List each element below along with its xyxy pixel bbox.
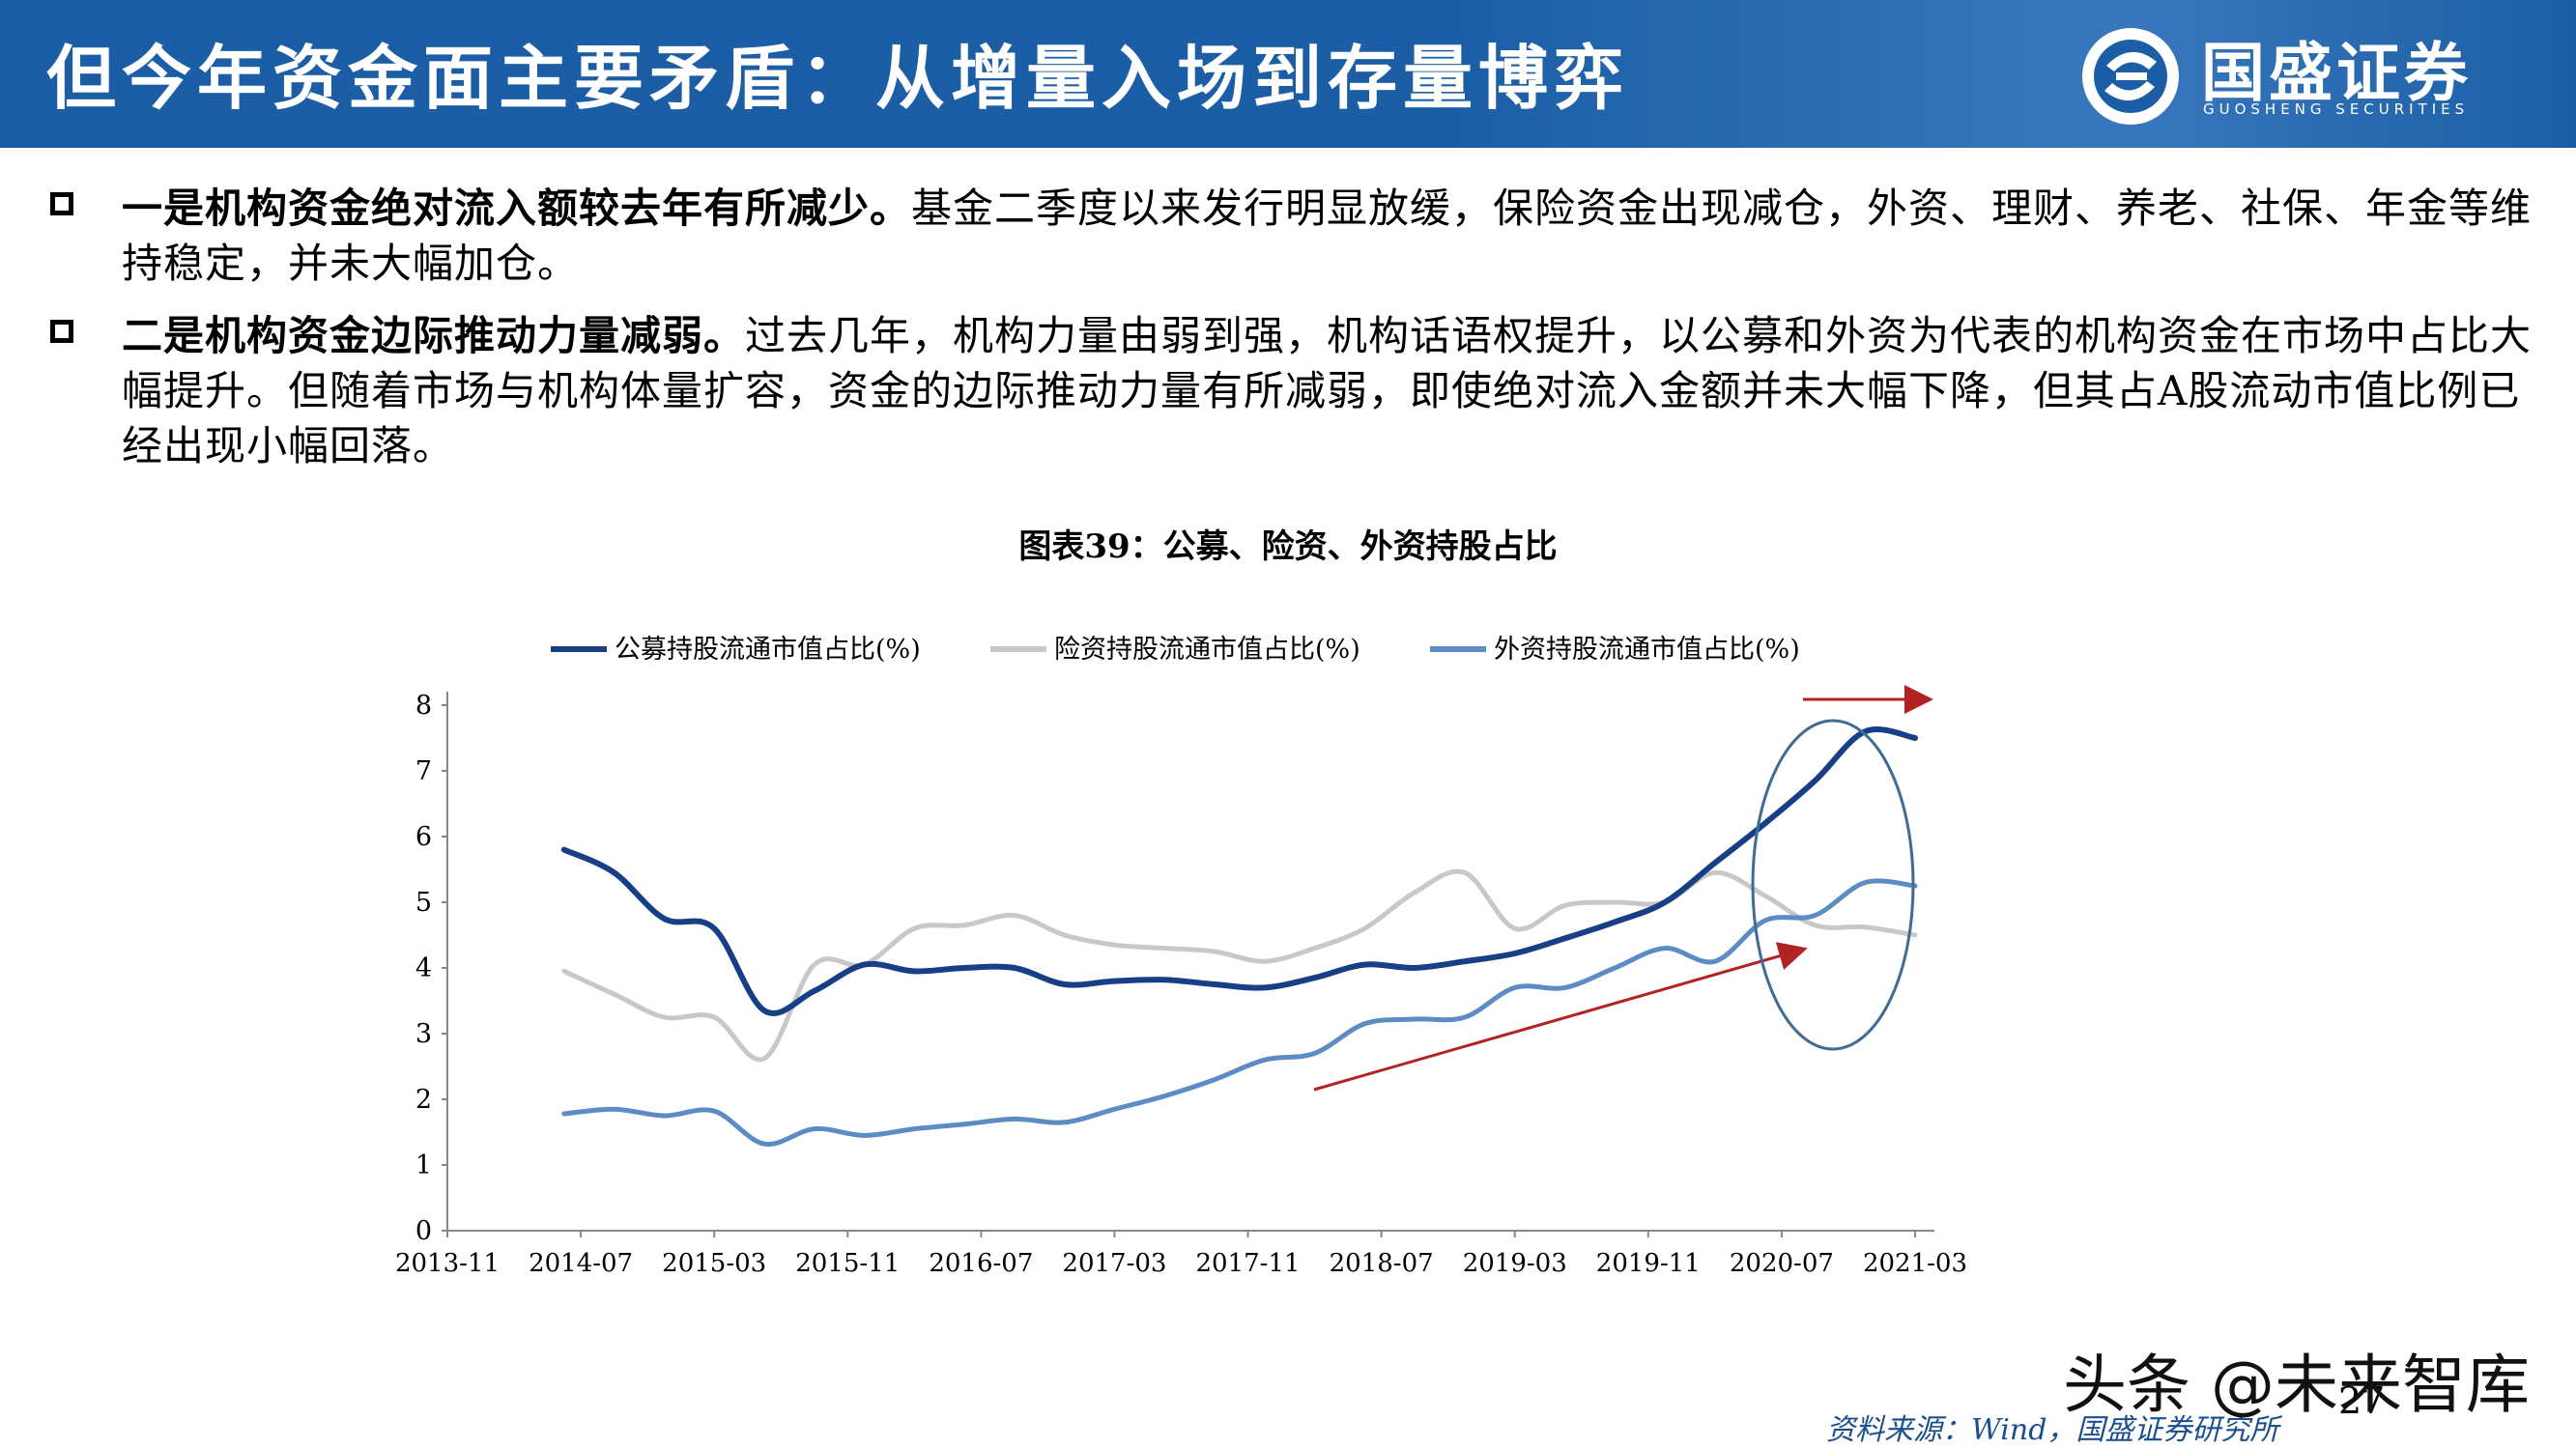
y-tick-label: 3: [415, 1019, 432, 1049]
x-tick-label: 2015-11: [795, 1249, 900, 1278]
series-line-0: [560, 725, 1918, 1016]
page-title: 但今年资金面主要矛盾：从增量入场到存量博弈: [46, 37, 1630, 119]
bullet-1-text: 一是机构资金绝对流入额较去年有所减少。基金二季度以来发行明显放缓，保险资金出现减…: [122, 181, 2537, 291]
trend-arrow-annotation: [1313, 942, 1808, 1092]
header-bar: 但今年资金面主要矛盾：从增量入场到存量博弈 国盛证券 GUOSHENG SECU…: [0, 0, 2576, 148]
x-tick-label: 2018-07: [1330, 1249, 1434, 1278]
y-tick-label: 7: [415, 756, 432, 786]
y-tick-label: 1: [415, 1151, 432, 1180]
bullet-2-bold: 二是机构资金边际推动力量减弱。: [122, 312, 746, 359]
y-tick-label: 8: [415, 691, 432, 721]
x-tick-label: 2016-07: [929, 1249, 1033, 1278]
bullet-2-body: 过去几年，机构力量由弱到强，机构话语权提升，以公募和外资为代表的机构资金在市场中…: [122, 312, 2533, 469]
highlight-ellipse-annotation: [1751, 719, 1915, 1051]
source-note: 资料来源：Wind，国盛证券研究所: [1826, 1413, 2279, 1447]
series-line-2: [561, 878, 1918, 1147]
legend-label-0: 公募持股流通市值占比(%): [615, 635, 921, 665]
x-tick-label: 2014-07: [529, 1249, 633, 1278]
x-tick-label: 2019-03: [1463, 1249, 1567, 1278]
bullet-2-text: 二是机构资金边际推动力量减弱。过去几年，机构力量由弱到强，机构话语权提升，以公募…: [122, 308, 2537, 473]
legend-label-1: 险资持股流通市值占比(%): [1054, 635, 1360, 665]
x-tick-label: 2017-03: [1062, 1249, 1166, 1278]
line-chart: 0 1 2 3 4 5 6 7 8 2013-11 2014-07 2015-03 2015-11 201…: [395, 635, 1967, 1278]
x-tick-label: 2015-03: [662, 1249, 766, 1278]
x-tick-label: 2020-07: [1730, 1249, 1834, 1278]
page-number: 27: [2338, 1379, 2386, 1422]
watermark: 头条 @未来智库: [2063, 1348, 2530, 1422]
figure-title: 图表39：公募、险资、外资持股占比: [1018, 527, 1558, 566]
logo-name: 国盛证券: [2201, 36, 2472, 110]
y-tick-label: 0: [415, 1216, 432, 1246]
guosheng-logo-icon: [2082, 28, 2179, 125]
logo-subtitle: GUOSHENG SECURITIES: [2203, 100, 2470, 118]
legend-label-2: 外资持股流通市值占比(%): [1494, 635, 1800, 665]
x-tick-label: 2013-11: [395, 1249, 500, 1278]
x-tick-label: 2019-11: [1596, 1249, 1701, 1278]
bullet-2: 二是机构资金边际推动力量减弱。过去几年，机构力量由弱到强，机构话语权提升，以公募…: [50, 308, 2531, 473]
y-tick-label: 4: [415, 953, 432, 983]
checkbox-square-icon: [50, 320, 73, 343]
y-tick-label: 6: [415, 822, 432, 852]
bullet-1-bold: 一是机构资金绝对流入额较去年有所减少。: [122, 185, 912, 232]
y-tick-label: 5: [415, 888, 432, 918]
y-tick-label: 2: [415, 1085, 432, 1115]
checkbox-square-icon: [50, 192, 73, 215]
series-line-1: [561, 868, 1918, 1063]
x-tick-label: 2021-03: [1863, 1249, 1967, 1278]
x-tick-label: 2017-11: [1196, 1249, 1301, 1278]
header-shade: [1449, 0, 2576, 148]
company-logo: 国盛证券 GUOSHENG SECURITIES: [2077, 17, 2532, 133]
bullet-1: 一是机构资金绝对流入额较去年有所减少。基金二季度以来发行明显放缓，保险资金出现减…: [50, 181, 2531, 291]
bullet-1-body: 基金二季度以来发行明显放缓，保险资金出现减仓，外资、理财、养老、社保、年金等维持…: [122, 185, 2533, 287]
